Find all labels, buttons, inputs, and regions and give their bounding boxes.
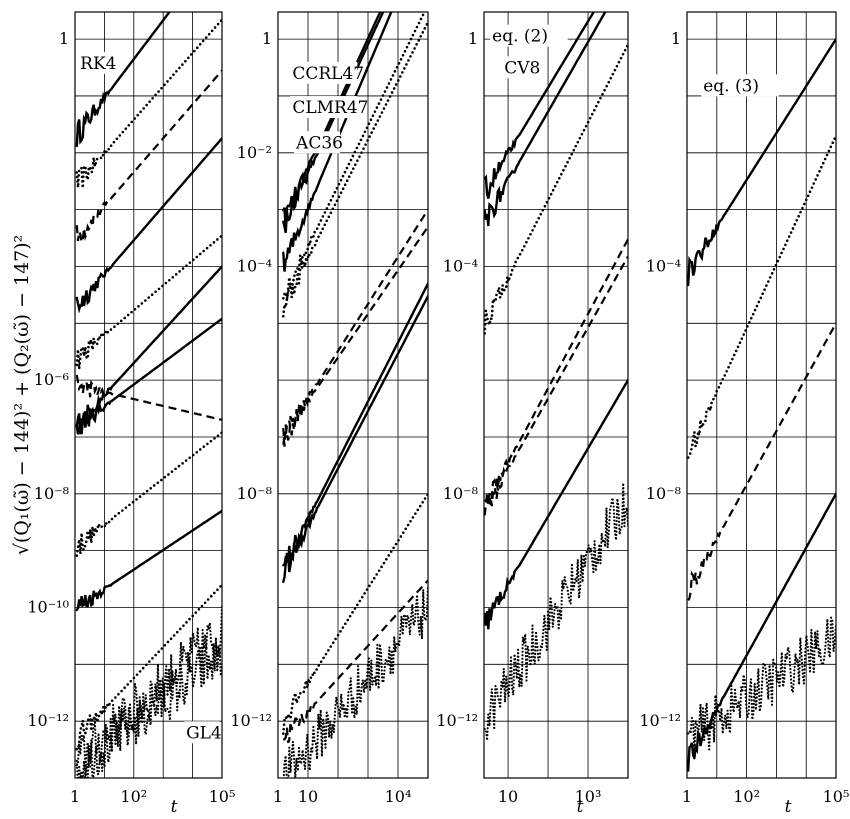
series-line-dotted <box>75 583 222 751</box>
series-line-noise <box>75 605 222 771</box>
series-line-dashed <box>75 374 222 421</box>
y-tick-label: 10⁻¹² <box>639 711 681 730</box>
x-tick-label: 1 <box>273 787 283 806</box>
series-line-solid <box>282 12 393 272</box>
annotation-bg <box>490 24 568 47</box>
series-group <box>687 37 836 772</box>
y-tick-label: 10⁻⁴ <box>646 256 681 275</box>
y-tick-label: 10⁻⁴ <box>237 256 272 275</box>
series-line-solid <box>687 37 836 287</box>
series-line-dashed <box>282 226 428 445</box>
series-line-noise <box>282 583 428 778</box>
annotation-label: CV8 <box>504 58 540 78</box>
series-line-solid <box>282 295 428 584</box>
series-line-solid <box>75 317 222 435</box>
series-line-solid <box>282 282 428 567</box>
panel-a: 1 10⁻⁶ 10⁻⁸ 10⁻¹⁰ 10⁻¹² 1 10² 10⁵ t RK4 GL4 <box>27 11 236 817</box>
panel-d: 1 10⁻⁴ 10⁻⁸ 10⁻¹² 1 10² 10⁵ t eq. (3) <box>639 11 850 817</box>
series-line-solid <box>484 12 596 199</box>
x-tick-label: 10⁵ <box>823 787 850 806</box>
annotation-label: eq. (2) <box>492 27 548 47</box>
y-tick-label: 10⁻¹⁰ <box>27 597 69 616</box>
panel-b: 1 10⁻² 10⁻⁴ 10⁻⁸ 10⁻¹² 1 10 10⁴ CCRL47 CLMR47 AC36 <box>230 11 429 806</box>
series-group <box>484 12 628 741</box>
annotation-label: CCRL47 <box>292 64 364 84</box>
x-tick-label: 1 <box>682 787 692 806</box>
series-line-dotted <box>75 431 222 557</box>
x-tick-label: 10³ <box>575 787 602 806</box>
x-tick-label: 10 <box>298 787 318 806</box>
series-line-dashed <box>282 579 428 744</box>
annotation-label: RK4 <box>80 54 116 74</box>
plot-frame <box>483 11 629 779</box>
y-tick-label: 10⁻² <box>237 143 272 162</box>
series-line-dashed <box>687 322 836 601</box>
series-line-dashed <box>484 238 628 516</box>
series-line-solid <box>75 265 222 435</box>
x-axis-label: t <box>785 797 792 817</box>
series-group <box>282 12 428 778</box>
annotation-bg <box>290 96 358 119</box>
annotation-bg <box>502 56 538 79</box>
series-line-noise <box>687 613 836 760</box>
y-axis-label: √(Q₁(ω̃) − 144)² + (Q₂(ω̃) − 147)² <box>11 235 33 556</box>
y-tick-label: 10⁻⁴ <box>443 256 478 275</box>
series-line-solid <box>484 12 607 227</box>
series-line-dotted <box>75 234 222 370</box>
y-tick-label: 1 <box>262 29 272 48</box>
y-tick-label: 10⁻⁶ <box>34 370 69 389</box>
series-line-noise <box>75 637 222 778</box>
y-tick-label: 10⁻⁸ <box>443 484 478 503</box>
y-tick-label: 10⁻⁸ <box>34 484 69 503</box>
annotation-bg <box>294 131 341 154</box>
plot-frame <box>277 11 429 779</box>
x-tick-label: 10² <box>733 787 760 806</box>
y-tick-label: 10⁻¹² <box>27 711 69 730</box>
annotation-bg <box>701 74 779 97</box>
y-tick-label: 10⁻⁸ <box>237 484 272 503</box>
y-tick-label: 1 <box>671 29 681 48</box>
series-line-dotted <box>75 18 222 189</box>
y-tick-label: 10⁻⁸ <box>646 484 681 503</box>
series-line-solid <box>75 137 222 314</box>
series-line-dotted <box>484 43 628 335</box>
annotation-label: GL4 <box>186 723 222 743</box>
annotation-bg <box>78 51 114 74</box>
series-group <box>75 12 222 778</box>
y-tick-label: 10⁻¹² <box>230 711 272 730</box>
annotation-label: eq. (3) <box>703 76 759 96</box>
x-axis-label: t <box>171 797 178 817</box>
y-tick-label: 10⁻¹² <box>436 711 478 730</box>
x-tick-label: 10 <box>498 787 518 806</box>
annotation-bg <box>290 61 358 84</box>
annotation-label: AC36 <box>295 133 343 153</box>
x-tick-label: 10⁴ <box>385 787 412 806</box>
y-tick-label: 1 <box>468 29 478 48</box>
series-line-solid <box>75 12 171 148</box>
series-line-dotted <box>282 20 428 318</box>
series-line-solid <box>484 378 628 630</box>
plot-frame <box>686 11 837 779</box>
plot-frame <box>74 11 223 779</box>
annotation-label: CLMR47 <box>292 98 368 118</box>
x-axis-label: t <box>577 797 584 817</box>
x-tick-label: 10⁵ <box>209 787 236 806</box>
series-line-dashed <box>282 209 428 447</box>
series-line-dashed <box>484 255 628 507</box>
x-tick-label: 1 <box>70 787 80 806</box>
annotation-bg <box>184 721 220 744</box>
x-tick-label: 10² <box>120 787 147 806</box>
series-line-dotted <box>282 492 428 735</box>
series-line-dashed <box>75 69 222 247</box>
series-line-noise <box>484 483 628 741</box>
y-tick-label: 1 <box>59 29 69 48</box>
series-line-dotted <box>687 134 836 459</box>
series-line-solid <box>75 509 222 612</box>
